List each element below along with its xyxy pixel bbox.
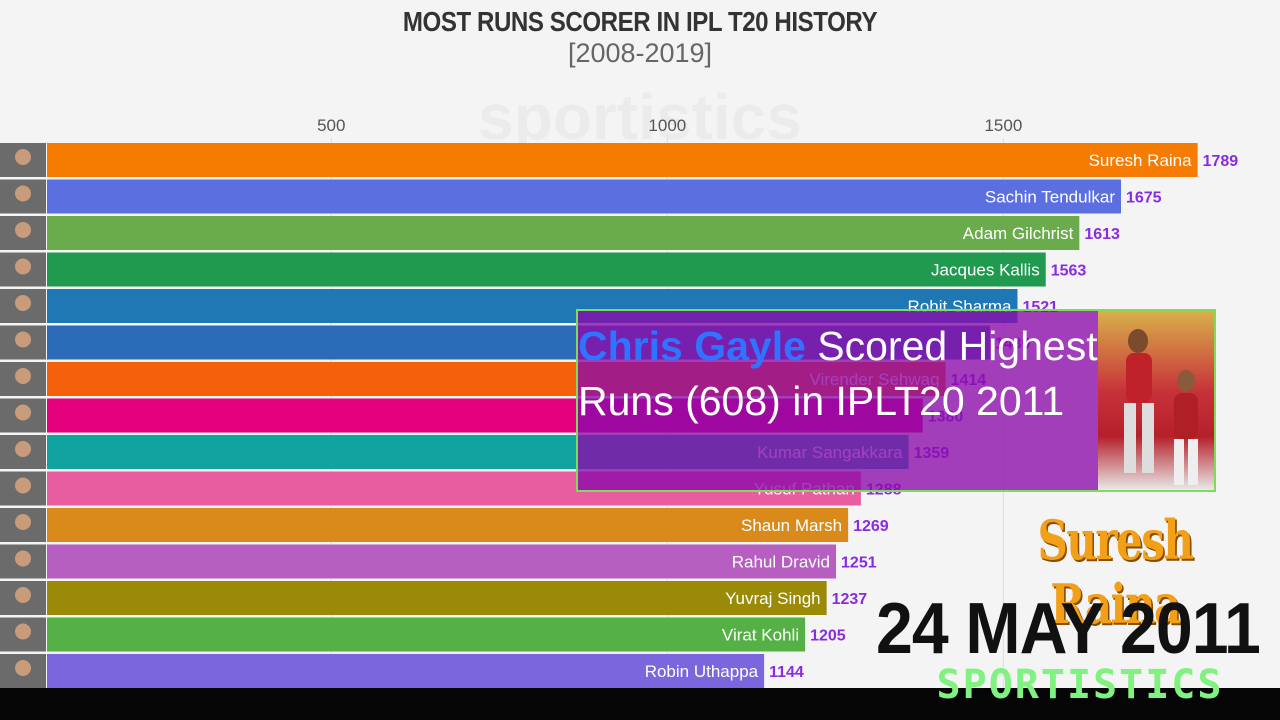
x-tick-label: 500 (317, 116, 345, 135)
callout-player-name: Chris Gayle (578, 323, 806, 369)
bar-value-label: 1251 (841, 555, 877, 572)
player-face-icon (15, 660, 31, 676)
player-face-icon (15, 404, 31, 421)
player-face-icon (15, 550, 31, 567)
bar (47, 508, 849, 542)
chart-title: MOST RUNS SCORER IN IPL T20 HISTORY (402, 6, 878, 37)
bar (47, 216, 1080, 250)
bar (47, 179, 1121, 214)
x-tick-label: 1500 (984, 116, 1022, 135)
callout-line1: Scored Highest (805, 323, 1098, 369)
bar-name-label: Adam Gilchrist (963, 224, 1074, 243)
bar-name-label: Robin Uthappa (645, 662, 759, 681)
brand-logo: SPORTISTICS (936, 662, 1224, 708)
player-face-icon (15, 477, 31, 494)
bar-value-label: 1675 (1126, 190, 1162, 207)
bar-value-label: 1789 (1203, 153, 1239, 170)
bar (47, 544, 837, 579)
player-face-icon (15, 149, 31, 165)
player-face-icon (15, 514, 31, 530)
player-face-icon (15, 368, 31, 384)
player-face-icon (15, 441, 31, 457)
player-photo-image (1124, 329, 1198, 485)
bar-value-label: 1205 (810, 628, 846, 645)
player-face-icon (15, 331, 31, 348)
highlight-callout: Chris Gayle Scored Highest Runs (608) in… (576, 309, 1216, 492)
bar-name-label: Yuvraj Singh (725, 589, 820, 608)
player-face-icon (15, 623, 31, 640)
player-face-icon (15, 258, 31, 275)
player-face-icon (15, 587, 31, 603)
bar-value-label: 1563 (1051, 263, 1087, 280)
x-tick-label: 1000 (648, 116, 686, 135)
chart-subtitle: [2008-2019] (567, 38, 713, 68)
bar-value-label: 1613 (1084, 226, 1120, 243)
bottom-strip (0, 688, 1280, 720)
player-face-icon (15, 295, 31, 311)
player-face-icon (15, 222, 31, 238)
bar-value-label: 1144 (769, 664, 804, 681)
bar-value-label: 1269 (853, 518, 889, 535)
bar (47, 143, 1198, 177)
bar-name-label: Shaun Marsh (741, 516, 842, 535)
bar (47, 617, 806, 652)
leader-name: Suresh Raina (1037, 508, 1194, 636)
player-face-icon (15, 185, 31, 202)
bar-name-label: Sachin Tendulkar (985, 188, 1115, 207)
bar (47, 581, 827, 615)
bar-value-label: 1237 (832, 591, 868, 608)
bar-name-label: Rahul Dravid (732, 553, 830, 572)
bar (47, 654, 765, 688)
bar (47, 252, 1046, 287)
bar-name-label: Suresh Raina (1089, 151, 1193, 170)
bar-name-label: Jacques Kallis (931, 261, 1040, 280)
bar-name-label: Virat Kohli (722, 626, 799, 645)
callout-photo (1098, 311, 1214, 490)
callout-text: Chris Gayle Scored Highest Runs (608) in… (578, 319, 1103, 429)
callout-line2: Runs (608) in IPLT20 2011 (578, 378, 1065, 424)
current-date: 24 MAY 2011 (875, 589, 1261, 669)
